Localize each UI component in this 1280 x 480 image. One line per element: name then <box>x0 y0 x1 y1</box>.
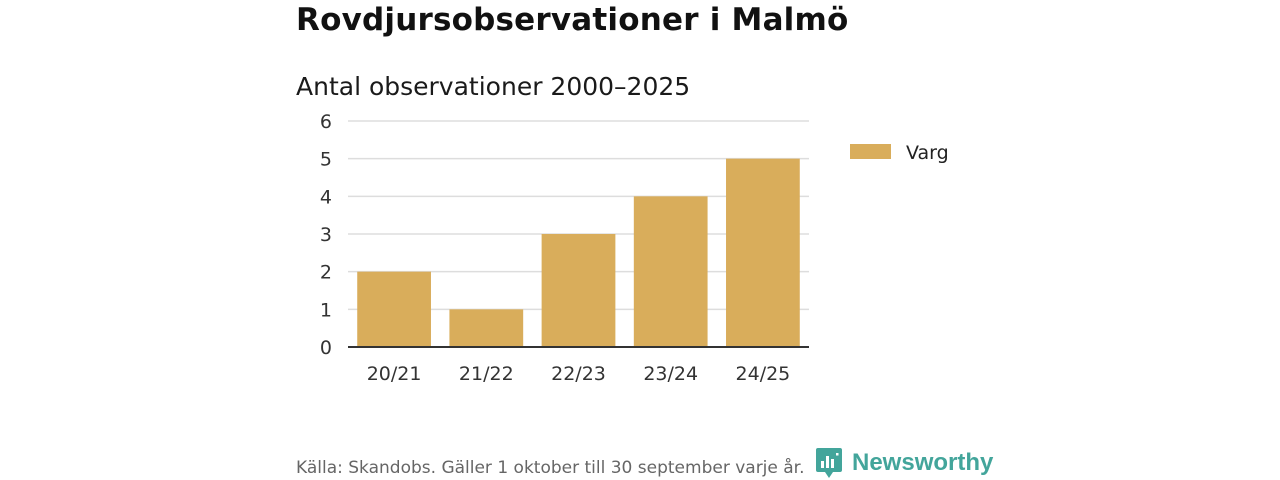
legend-swatch <box>850 144 891 159</box>
page-title: Rovdjursobservationer i Malmö <box>296 2 849 38</box>
bar <box>726 158 800 347</box>
legend-label: Varg <box>906 142 949 164</box>
bar <box>633 196 708 347</box>
y-tick-label: 3 <box>320 224 332 246</box>
bar-chart: 0 1 2 3 4 5 6 20/21 21/22 22/23 23/24 24/25 Varg <box>320 111 949 385</box>
x-tick-label: 23/24 <box>643 363 698 385</box>
x-tick-label: 22/23 <box>551 363 606 385</box>
bar <box>541 234 616 347</box>
y-tick-label: 0 <box>320 337 332 359</box>
brand-logo[interactable]: Newsworthy <box>815 446 993 480</box>
source-note: Källa: Skandobs. Gäller 1 oktober till 3… <box>296 458 805 478</box>
y-tick-label: 1 <box>320 299 332 321</box>
brand-name: Newsworthy <box>852 449 994 476</box>
y-tick-label: 4 <box>320 186 332 208</box>
x-tick-label: 20/21 <box>367 363 422 385</box>
x-tick-label: 24/25 <box>736 363 791 385</box>
y-tick-label: 6 <box>320 111 332 133</box>
y-tick-label: 2 <box>320 262 332 284</box>
y-tick-label: 5 <box>320 149 332 171</box>
newsworthy-logo-icon <box>816 448 842 478</box>
chart-title: Antal observationer 2000–2025 <box>296 72 691 101</box>
bar <box>449 309 524 347</box>
bar <box>357 271 431 347</box>
x-tick-label: 21/22 <box>459 363 514 385</box>
